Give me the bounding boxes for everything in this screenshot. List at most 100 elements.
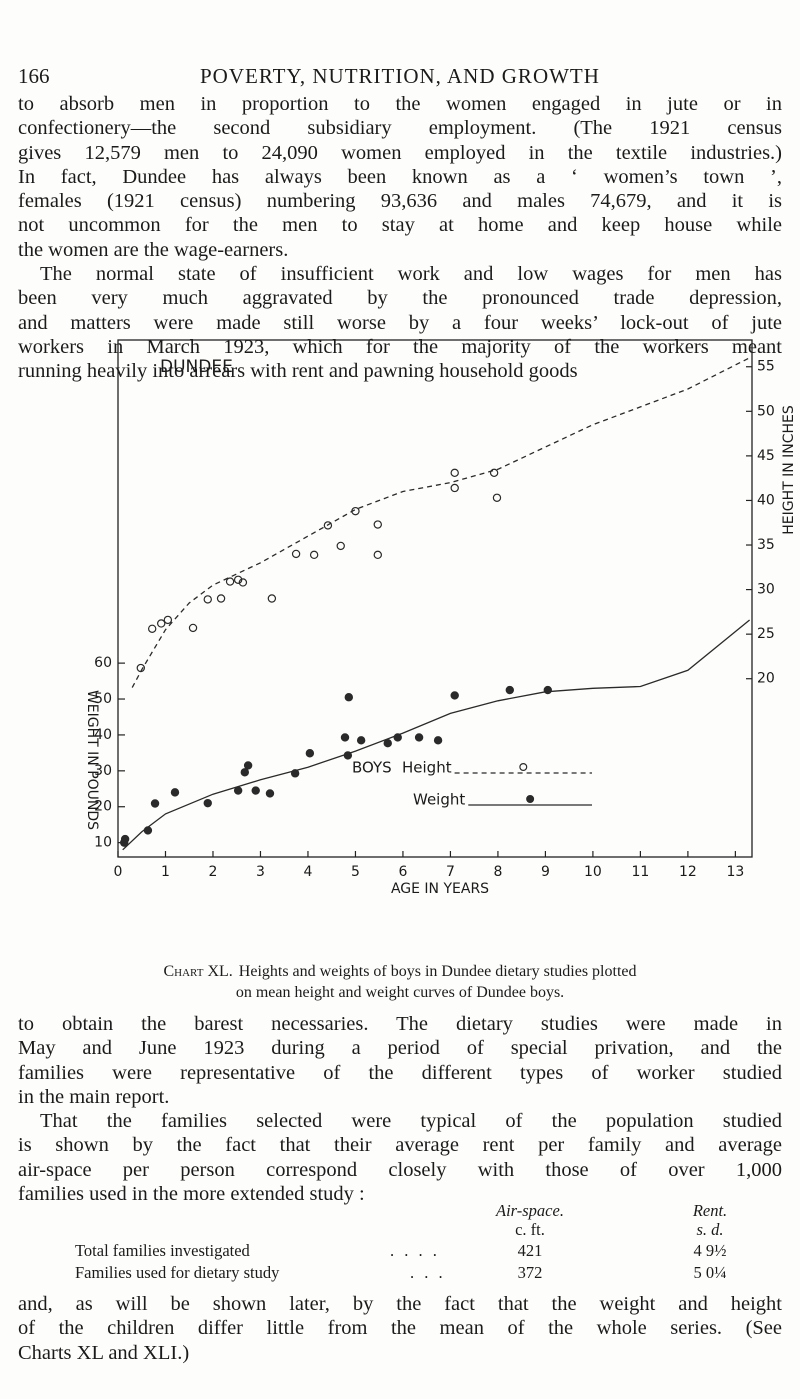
- row-label: Families used for dietary study: [75, 1263, 280, 1282]
- y-tick-label: 60: [94, 655, 112, 671]
- weight-point: [233, 786, 243, 795]
- height-point: [323, 521, 333, 530]
- text-line: In fact, Dundee has always been known as…: [18, 165, 782, 188]
- text-line: running heavily into arrears with rent a…: [18, 360, 578, 383]
- text-line: to absorb men in proportion to the women…: [18, 93, 782, 115]
- height-point: [373, 550, 382, 560]
- row-label: Total families investigated: [75, 1241, 250, 1260]
- text-line: families used in the more extended study…: [18, 1183, 365, 1206]
- legend-marker: [519, 763, 528, 772]
- text-block: and, as will be shown later, by the fact…: [18, 1292, 782, 1365]
- y-tick-label: 20: [94, 799, 112, 815]
- text-line: to obtain the barest necessaries. The di…: [18, 1013, 782, 1035]
- height-point: [225, 577, 235, 586]
- y2-tick-label: 50: [757, 403, 775, 419]
- weight-point: [240, 768, 249, 777]
- height-point: [267, 594, 277, 603]
- y2-axis-label: HEIGHT IN INCHES: [781, 405, 797, 535]
- weight-point: [343, 751, 353, 760]
- column-unit: c. ft.: [515, 1220, 545, 1239]
- text-line: and matters were made still worse by a f…: [18, 311, 782, 334]
- chart-title: DUNDEE: [160, 357, 233, 377]
- height-point: [163, 615, 173, 625]
- y2-tick-label: 55: [757, 359, 775, 375]
- text-line: is shown by the fact that their average …: [18, 1134, 782, 1157]
- height-point: [238, 578, 248, 587]
- weight-point: [414, 733, 424, 742]
- rent-cell: 4 9½: [693, 1241, 727, 1260]
- mean-curve: [131, 357, 750, 688]
- air-space-cell: 421: [517, 1241, 543, 1260]
- text-line: Charts XL and XLI.): [18, 1341, 190, 1364]
- running-title: POVERTY, NUTRITION, AND GROWTH: [200, 64, 600, 88]
- height-point: [336, 541, 345, 551]
- weight-point: [243, 761, 253, 770]
- height-point: [450, 483, 459, 493]
- y2-tick-label: 35: [757, 537, 775, 553]
- plot-frame: [117, 339, 753, 858]
- height-point: [309, 550, 319, 560]
- x-tick-label: 11: [631, 864, 649, 880]
- column-header: Air-space.: [496, 1201, 564, 1220]
- caption-label: Chart XL.: [163, 963, 233, 980]
- text-line: the women are the wage-earners.: [18, 238, 289, 261]
- page-number: 166: [18, 64, 50, 88]
- row-leader: . . . .: [390, 1241, 440, 1260]
- x-tick-label: 2: [209, 864, 218, 880]
- text-line: air-space per person correspond closely …: [18, 1158, 782, 1181]
- text-line: and, as will be shown later, by the fact…: [18, 1293, 782, 1315]
- height-point: [373, 520, 382, 529]
- height-point: [188, 623, 198, 633]
- height-point: [216, 594, 226, 603]
- weight-point: [505, 685, 514, 695]
- x-axis-label: AGE IN YEARS: [391, 881, 489, 897]
- height-point: [291, 549, 301, 559]
- x-tick-label: 13: [726, 864, 744, 880]
- x-tick-label: 8: [493, 864, 502, 880]
- caption-text: on mean height and weight curves of Dund…: [235, 984, 565, 1001]
- column-unit: s. d.: [696, 1220, 724, 1239]
- x-tick-label: 9: [541, 864, 550, 880]
- x-tick-label: 7: [446, 864, 455, 880]
- x-tick-label: 6: [398, 864, 407, 880]
- weight-point: [393, 733, 402, 742]
- legend-title: BOYS: [352, 759, 392, 777]
- height-point: [450, 468, 459, 478]
- weight-point: [265, 789, 275, 798]
- weight-point: [251, 786, 260, 795]
- legend-marker: [526, 795, 535, 804]
- height-point: [351, 506, 360, 516]
- x-tick-label: 10: [584, 864, 602, 880]
- text-block: to absorb men in proportion to the women…: [18, 92, 782, 384]
- text-line: May and June 1923 during a period of spe…: [18, 1037, 782, 1060]
- y-tick-label: 10: [94, 835, 112, 851]
- text-block: to obtain the barest necessaries. The di…: [18, 1012, 782, 1206]
- weight-point: [450, 691, 459, 700]
- text-line: females (1921 census) numbering 93,636 a…: [18, 190, 782, 213]
- height-point: [136, 663, 145, 673]
- height-point: [147, 624, 157, 634]
- y2-tick-label: 40: [757, 492, 775, 508]
- weight-point: [543, 685, 552, 695]
- height-point: [157, 619, 166, 628]
- height-point: [203, 595, 212, 604]
- weight-point: [340, 733, 350, 742]
- x-tick-label: 1: [161, 864, 170, 880]
- y-axis-label: WEIGHT IN POUNDS: [84, 690, 100, 830]
- weight-point: [344, 693, 354, 702]
- weight-point: [150, 799, 160, 808]
- text-line: That the families selected were typical …: [40, 1110, 782, 1133]
- y2-tick-label: 25: [757, 626, 775, 642]
- chart: DUNDEE AGE IN YEARS WEIGHT IN POUNDS HEI…: [84, 339, 797, 897]
- text-line: in the main report.: [18, 1085, 170, 1108]
- height-point: [233, 575, 243, 584]
- rent-cell: 5 0¼: [693, 1263, 727, 1282]
- x-tick-label: 3: [256, 864, 265, 880]
- weight-point: [143, 826, 153, 835]
- weight-point: [120, 834, 130, 844]
- height-point: [489, 468, 499, 478]
- air-space-cell: 372: [517, 1263, 543, 1282]
- y-tick-label: 30: [94, 763, 112, 779]
- text-line: workers in March 1923, which for the maj…: [18, 335, 782, 358]
